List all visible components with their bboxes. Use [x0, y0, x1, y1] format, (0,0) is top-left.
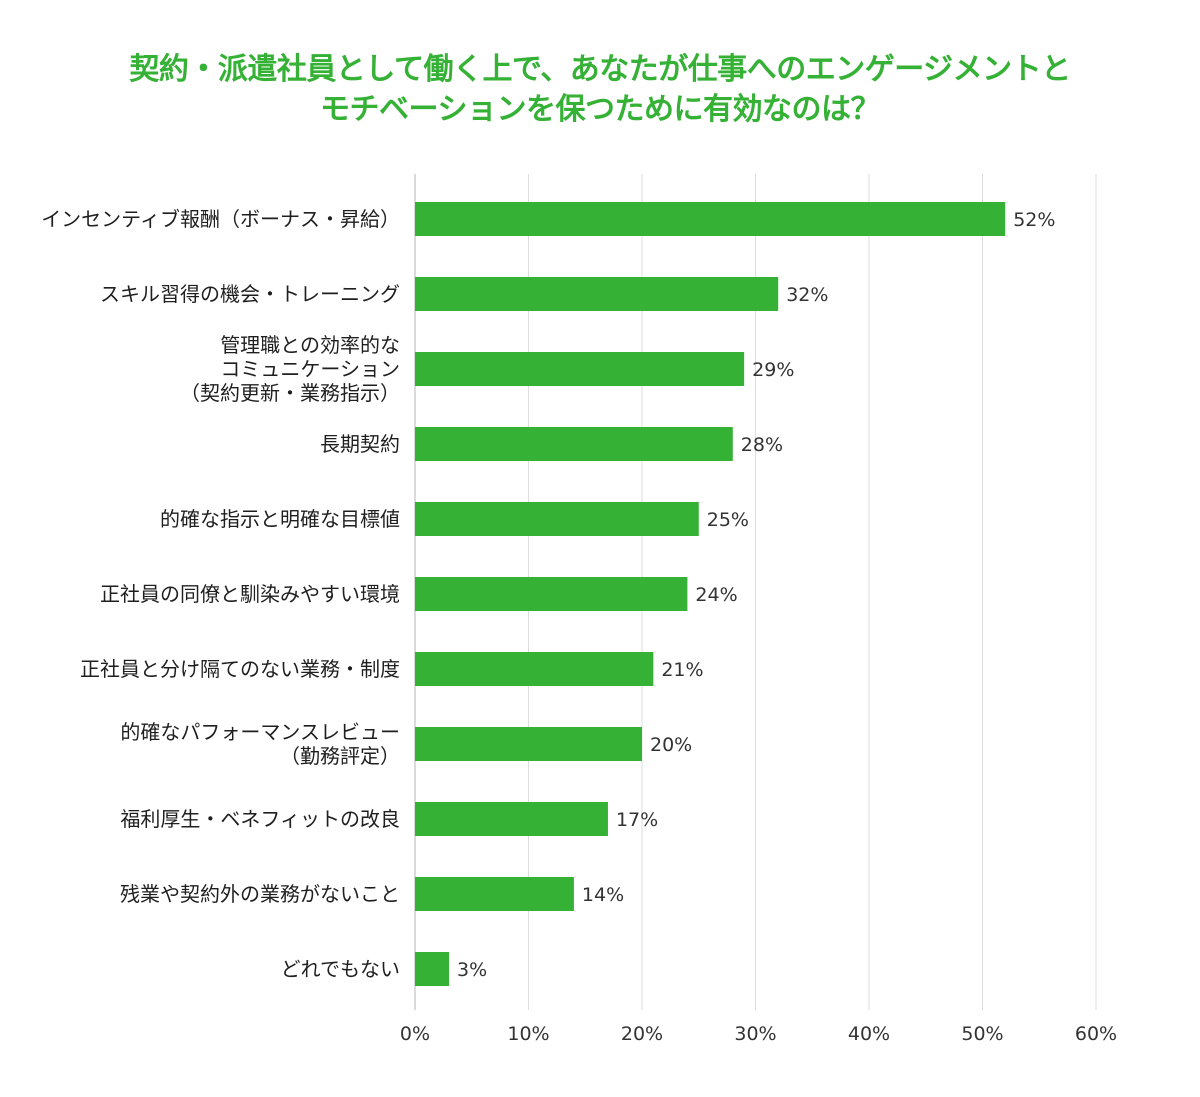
category-label: どれでもない [281, 957, 400, 981]
bar [415, 502, 699, 536]
bar [415, 877, 574, 911]
bar-value-label: 25% [707, 509, 749, 531]
category-label: （契約更新・業務指示） [180, 381, 400, 405]
bar-value-label: 21% [661, 659, 703, 681]
category-label: 的確なパフォーマンスレビュー [120, 720, 400, 744]
x-tick-label: 30% [734, 1023, 776, 1045]
bar-value-label: 52% [1013, 209, 1055, 231]
category-label: 残業や契約外の業務がないこと [120, 882, 400, 906]
bar [415, 952, 450, 986]
category-label: 管理職との効率的な [220, 333, 400, 357]
chart-title-line-2: モチベーションを保つために有効なのは？ [320, 92, 880, 127]
bar [415, 277, 779, 311]
bar-value-label: 3% [457, 959, 487, 981]
bar [415, 727, 642, 761]
bar [415, 652, 654, 686]
category-label: 長期契約 [320, 432, 400, 456]
bar [415, 577, 688, 611]
category-label: 福利厚生・ベネフィットの改良 [120, 807, 400, 831]
x-tick-label: 40% [848, 1023, 890, 1045]
chart-title: 契約・派遣社員として働く上で、あなたが仕事へのエンゲージメントと モチベーション… [0, 50, 1200, 130]
bar-value-label: 29% [752, 359, 794, 381]
category-label: スキル習得の機会・トレーニング [100, 282, 400, 306]
chart-title-line-1: 契約・派遣社員として働く上で、あなたが仕事へのエンゲージメントと [129, 52, 1071, 87]
bar [415, 202, 1006, 236]
bar-value-label: 14% [582, 884, 624, 906]
category-label: コミュニケーション [220, 357, 400, 381]
bar-value-label: 17% [616, 809, 658, 831]
bar-value-label: 28% [741, 434, 783, 456]
bar [415, 427, 733, 461]
bar-value-label: 20% [650, 734, 692, 756]
x-tick-label: 50% [961, 1023, 1003, 1045]
bar-value-label: 24% [695, 584, 737, 606]
bar [415, 802, 608, 836]
x-tick-label: 20% [621, 1023, 663, 1045]
x-tick-label: 10% [507, 1023, 549, 1045]
x-tick-label: 0% [400, 1023, 430, 1045]
category-label: 正社員と分け隔てのない業務・制度 [80, 657, 400, 681]
x-tick-label: 60% [1075, 1023, 1117, 1045]
bar [415, 352, 745, 386]
bar-value-label: 32% [786, 284, 828, 306]
category-label: （勤務評定） [280, 744, 400, 768]
category-label: インセンティブ報酬（ボーナス・昇給） [41, 207, 400, 231]
category-label: 正社員の同僚と馴染みやすい環境 [100, 582, 400, 606]
category-label: 的確な指示と明確な目標値 [160, 507, 400, 531]
